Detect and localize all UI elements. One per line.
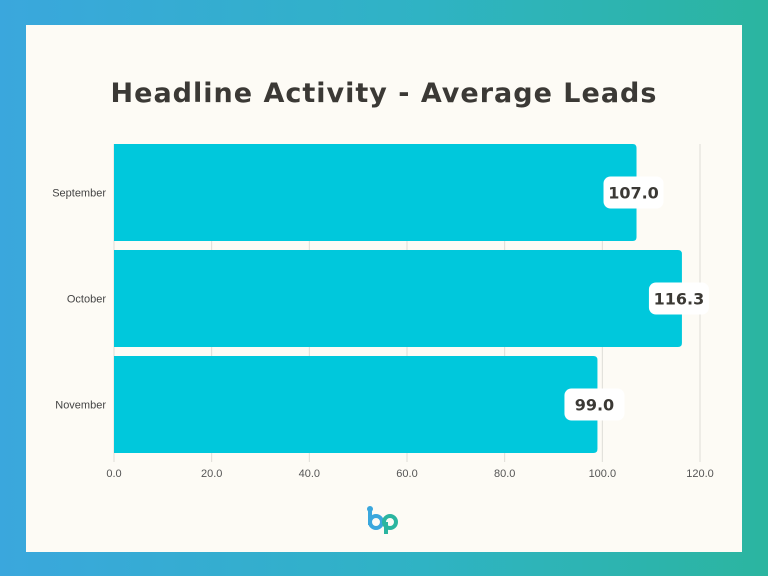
x-tick-label: 0.0: [106, 468, 121, 480]
bar: [114, 144, 637, 241]
y-tick-label: October: [67, 294, 106, 306]
x-tick-label: 80.0: [494, 468, 515, 480]
bar: [114, 250, 682, 347]
data-label-background: [564, 388, 625, 421]
x-tick-label: 120.0: [686, 468, 714, 480]
y-tick-label: November: [55, 400, 106, 412]
data-label: 99.0: [575, 396, 614, 415]
x-tick-label: 100.0: [589, 468, 617, 480]
data-label: 107.0: [608, 184, 659, 203]
bp-logo-icon: [367, 506, 398, 534]
data-label-background: [603, 176, 664, 209]
bar: [114, 356, 598, 453]
data-label-background: [648, 282, 709, 315]
data-label: 116.3: [654, 290, 705, 309]
x-tick-label: 40.0: [299, 468, 320, 480]
y-tick-label: September: [52, 188, 106, 200]
x-tick-label: 60.0: [396, 468, 417, 480]
x-tick-label: 20.0: [201, 468, 222, 480]
chart-title: Headline Activity - Average Leads: [110, 78, 658, 109]
